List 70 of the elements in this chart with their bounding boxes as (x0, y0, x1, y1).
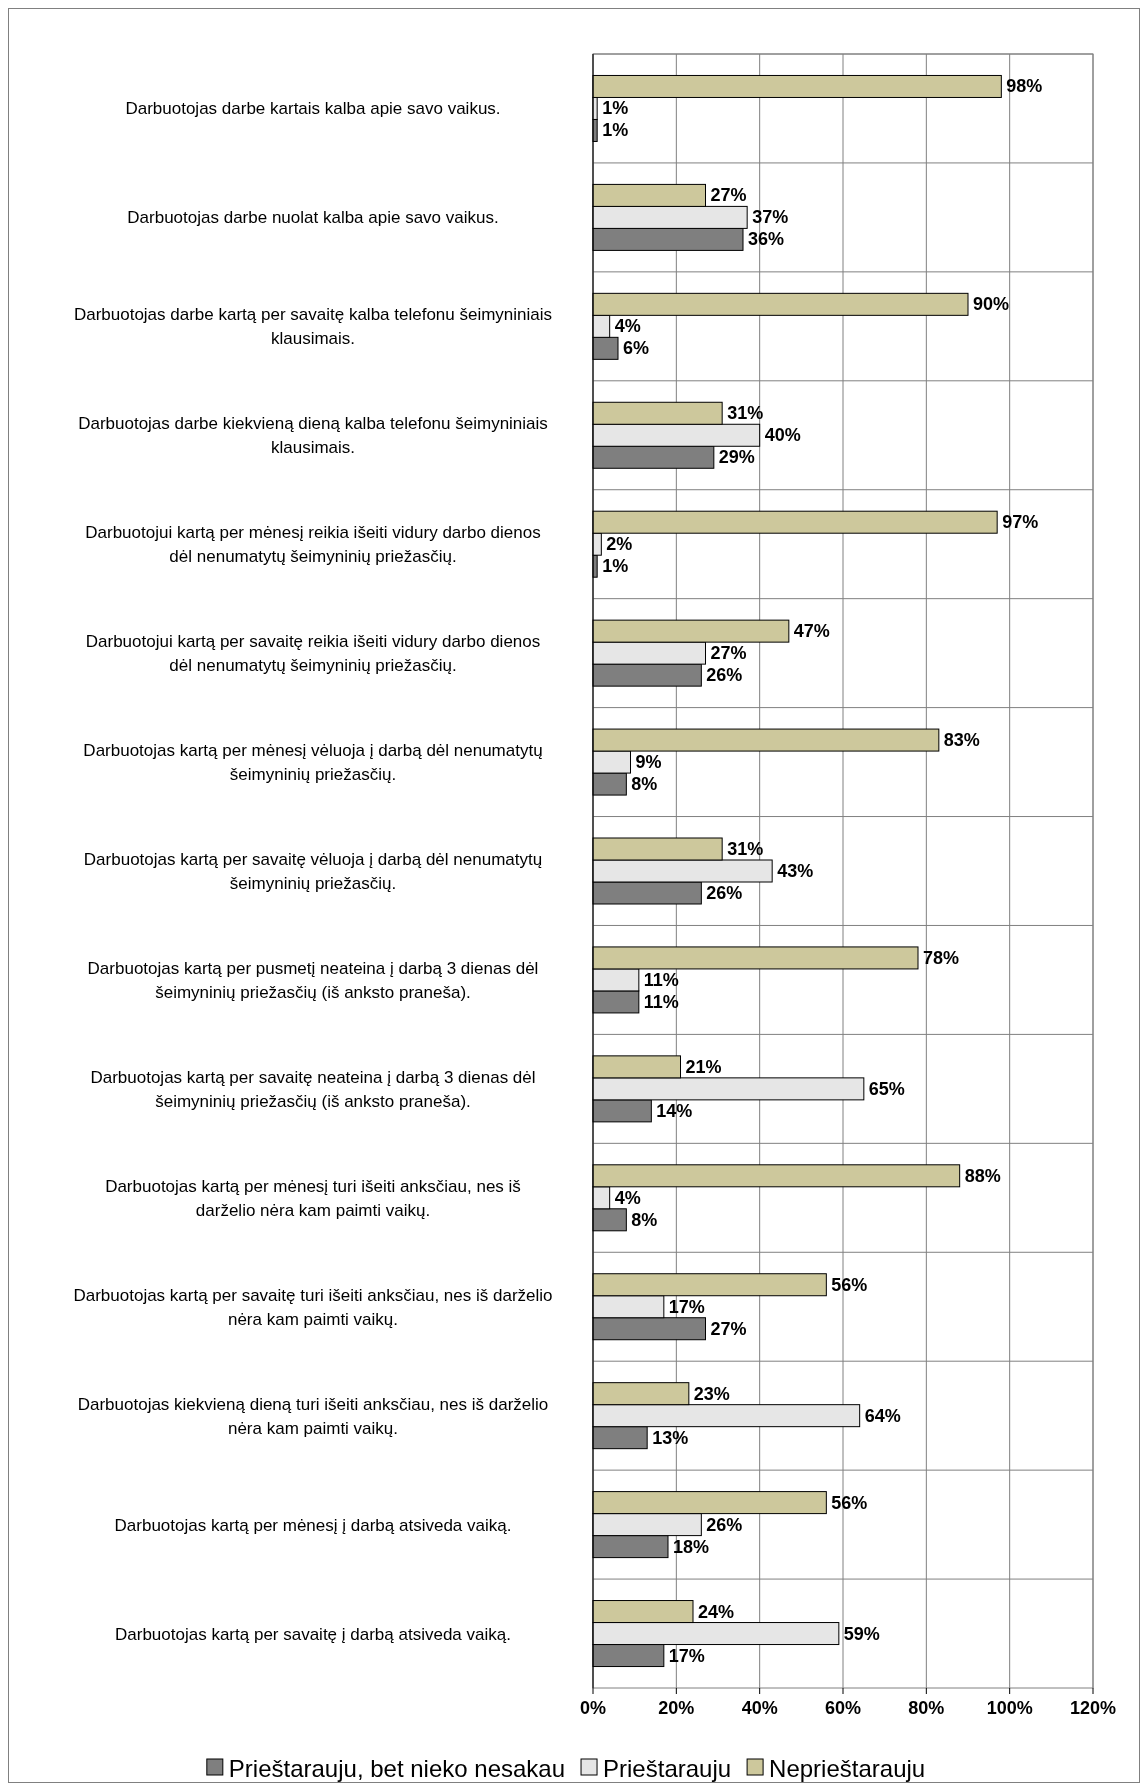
data-label: 27% (710, 1318, 747, 1339)
data-label: 98% (1006, 76, 1043, 97)
y-tick-label: Darbuotojas kartą per mėnesį vėluoja į darbą dėl nenumatytų šeimyninių priežasčių. (83, 740, 543, 784)
y-tick-label: Darbuotojas kartą per savaitę vėluoja į darbą dėl nenumatytų šeimyninių priežasčių. (83, 849, 543, 893)
data-label: 59% (843, 1623, 880, 1644)
y-tick-label: Darbuotojas darbe nuolat kalba apie savo vaikus. (127, 207, 499, 227)
y-tick-label: Darbuotojas kartą per savaitę neateina į darbą 3 dienas dėl šeimyninių priežasčių (iš anksto praneša). (90, 1067, 536, 1111)
data-label: 78% (923, 947, 960, 968)
y-tick-label: Darbuotojas darbe kartą per savaitę kalba telefonu šeimyniniais klausimais. (73, 304, 553, 348)
data-label: 24% (698, 1601, 735, 1622)
data-label: 31% (727, 403, 764, 424)
data-label: 37% (752, 207, 789, 228)
data-label: 27% (710, 185, 747, 206)
x-tick-label: 20% (658, 1698, 695, 1718)
legend-label: Prieštarauju (603, 1754, 732, 1782)
x-tick-label: 40% (741, 1698, 778, 1718)
data-label: 65% (868, 1078, 905, 1099)
data-label: 4% (614, 1187, 641, 1208)
data-label: 11% (643, 991, 679, 1012)
data-label: 29% (718, 447, 755, 468)
y-tick-label: Darbuotojui kartą per savaitę reikia išeiti vidury darbo dienos dėl nenumatytų šeimyninių priežasčių. (85, 631, 541, 675)
data-label: 11% (643, 969, 679, 990)
data-label: 9% (635, 752, 662, 773)
data-label: 1% (602, 556, 629, 577)
data-label: 21% (685, 1056, 722, 1077)
data-label: 26% (706, 883, 743, 903)
data-label: 90% (973, 294, 1010, 315)
x-tick-label: 100% (986, 1698, 1033, 1718)
y-tick-label: Darbuotojas kartą per savaitę į darbą atsiveda vaiką. (115, 1624, 511, 1644)
y-tick-label: Darbuotojas kartą per savaitę turi išeiti anksčiau, nes iš darželio nėra kam paimti vaikų. (73, 1285, 553, 1329)
data-label: 18% (673, 1536, 710, 1557)
data-label: 43% (777, 861, 814, 881)
data-label: 56% (831, 1274, 868, 1295)
data-label: 13% (652, 1427, 689, 1448)
y-tick-label: Darbuotojas kartą per mėnesį turi išeiti anksčiau, nes iš darželio nėra kam paimti vaikų. (105, 1176, 521, 1220)
data-label: 88% (964, 1165, 1001, 1186)
data-label: 1% (602, 98, 629, 119)
data-label: 23% (693, 1383, 730, 1404)
data-label: 83% (943, 730, 980, 751)
x-tick-label: 60% (824, 1698, 862, 1718)
x-tick-label: 120% (1069, 1698, 1117, 1718)
data-label: 47% (793, 621, 830, 642)
data-label: 8% (631, 774, 658, 795)
data-label: 4% (614, 316, 641, 337)
x-tick-label: 0% (579, 1698, 607, 1718)
y-tick-label: Darbuotojas kartą per pusmetį neateina į darbą 3 dienas dėl šeimyninių priežasčių (iš anksto praneša). (87, 958, 539, 1002)
data-label: 26% (706, 665, 743, 686)
data-label: 27% (710, 643, 747, 664)
y-tick-label: Darbuotojas kartą per mėnesį į darbą atsiveda vaiką. (114, 1515, 512, 1535)
data-label: 8% (631, 1209, 658, 1230)
data-label: 17% (668, 1645, 705, 1666)
data-label: 2% (606, 534, 633, 555)
data-label: 17% (668, 1296, 705, 1317)
y-tick-label: Darbuotojui kartą per mėnesį reikia išeiti vidury darbo dienos dėl nenumatytų šeimyninių priežasčių. (85, 522, 541, 566)
data-label: 31% (727, 839, 764, 859)
data-label: 6% (623, 338, 650, 359)
legend-label: Prieštarauju, bet nieko nesakau (228, 1754, 566, 1782)
y-tick-label: Darbuotojas darbe kartais kalba apie savo vaikus. (125, 98, 501, 118)
data-label: 40% (764, 425, 801, 446)
data-label: 56% (831, 1492, 868, 1513)
data-label: 36% (748, 229, 785, 250)
data-label: 97% (1002, 512, 1039, 533)
data-label: 1% (602, 120, 629, 141)
x-tick-label: 80% (908, 1698, 945, 1718)
data-label: 26% (706, 1514, 743, 1535)
data-label: 64% (864, 1405, 901, 1426)
y-tick-label: Darbuotojas kiekvieną dieną turi išeiti anksčiau, nes iš darželio nėra kam paimti vaikų. (77, 1394, 549, 1438)
legend-label: Neprieštarauju (769, 1754, 926, 1782)
data-label: 14% (656, 1100, 693, 1121)
y-tick-label: Darbuotojas darbe kiekvieną dieną kalba telefonu šeimyniniais klausimais. (78, 413, 548, 457)
